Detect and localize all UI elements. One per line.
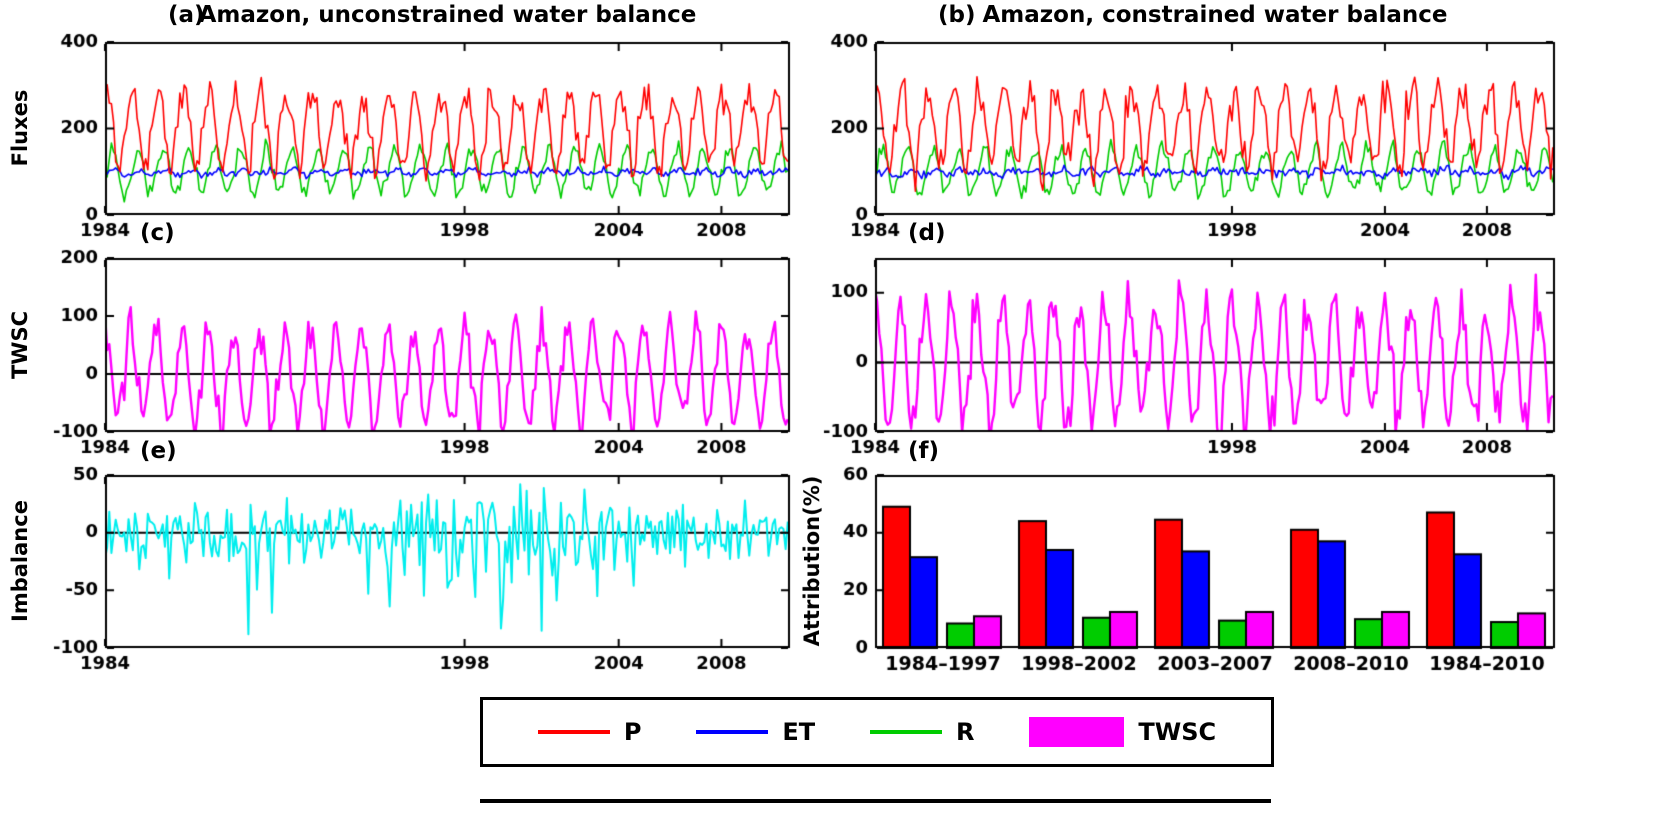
panel-b-title: Amazon, constrained water balance [982,2,1448,28]
p-line-swatch [537,730,610,734]
legend-label-r: R [955,718,975,746]
twsc-axis-label: TWSC [8,310,32,380]
legend-label-p: P [623,718,642,746]
fluxes-axis-label: Fluxes [8,89,32,167]
legend-label-twsc: TWSC [1138,718,1217,746]
legend-item-p: P [537,718,642,746]
panel-f-label: (f) [908,438,940,464]
twsc-patch-swatch [1029,717,1125,747]
panel-e-label: (e) [140,438,177,464]
imbalance-axis-label: Imbalance [8,500,32,622]
legend: P ET R TWSC [480,697,1274,767]
panel-a-label: (a) [168,2,205,28]
panel-c-label: (c) [140,220,175,246]
legend-label-et: ET [782,718,816,746]
attribution-axis-label: Attribution(%) [800,475,824,647]
et-line-swatch [696,730,769,734]
legend-item-et: ET [696,718,815,746]
r-line-swatch [869,730,942,734]
legend-item-twsc: TWSC [1029,717,1216,747]
panel-a-title: Amazon, unconstrained water balance [198,2,697,28]
panel-b-label: (b) [938,2,976,28]
bottom-rule [480,799,1271,803]
panel-d-label: (d) [908,220,946,246]
legend-item-r: R [869,718,975,746]
